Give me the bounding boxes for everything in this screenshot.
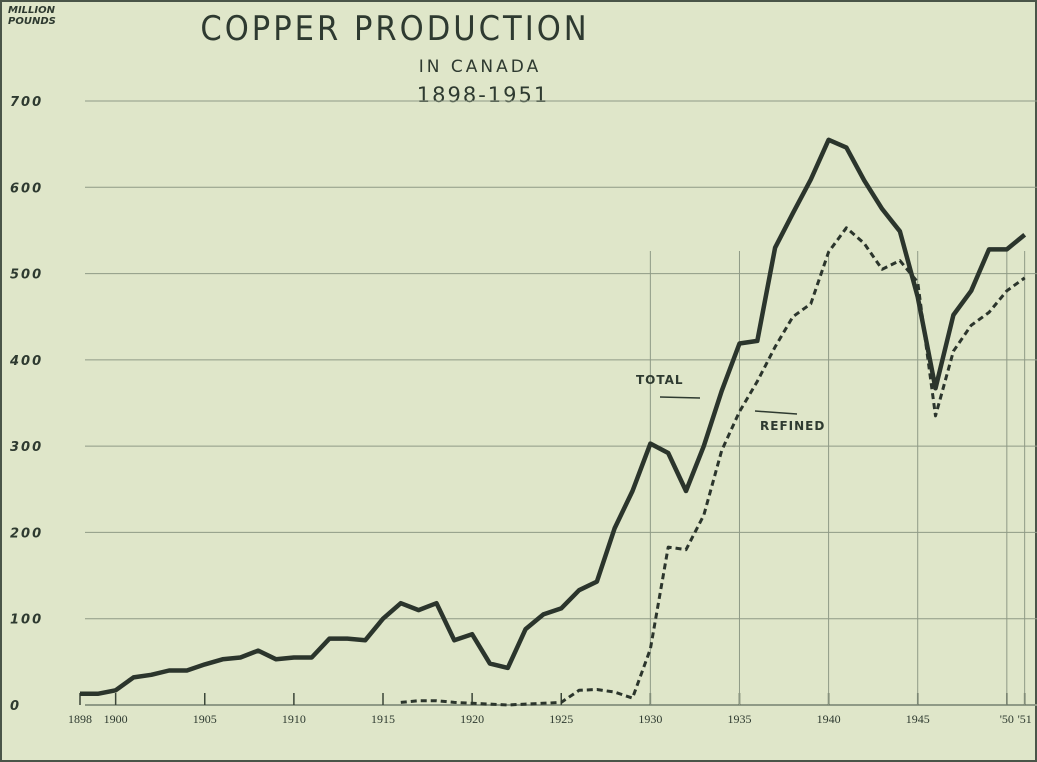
- x-tick-label: 1930: [638, 712, 662, 726]
- x-tick-label: 1940: [817, 712, 841, 726]
- x-tick-label: 1900: [104, 712, 128, 726]
- y-tick-label: 200: [10, 526, 43, 541]
- x-tick-label: 1925: [549, 712, 573, 726]
- chart-subtitle: IN CANADA: [419, 57, 541, 77]
- y-tick-label: 100: [10, 613, 43, 628]
- x-tick-label: 1905: [193, 712, 217, 726]
- annotation-arrow: [659, 396, 701, 399]
- line-series: [80, 137, 1027, 697]
- y-tick-label: 500: [10, 268, 43, 283]
- y-tick-label: 600: [10, 181, 43, 196]
- x-tick-label: 1910: [282, 712, 306, 726]
- chart-period: 1898-1951: [417, 83, 549, 107]
- x-tick-label: 1920: [460, 712, 484, 726]
- x-tick-label: 1915: [371, 712, 395, 726]
- annotation-arrow: [754, 410, 798, 415]
- x-tick-label: 1898: [68, 712, 92, 726]
- y-tick-label: 700: [10, 95, 43, 110]
- x-tick-label: '51: [1018, 712, 1032, 726]
- chart-title: COPPER PRODUCTION: [200, 9, 589, 49]
- y-tick-label: 400: [9, 354, 43, 369]
- line-series: [400, 226, 1026, 707]
- y-tick-label: 300: [10, 440, 43, 455]
- y-axis-label: MILLION POUNDS: [8, 5, 56, 27]
- series-label: TOTAL: [636, 373, 684, 387]
- x-tick-label: 1935: [727, 712, 751, 726]
- series-label: REFINED: [760, 419, 825, 433]
- x-tick-label: 1945: [906, 712, 930, 726]
- y-tick-label: 0: [10, 699, 21, 714]
- x-tick-label: '50: [1000, 712, 1014, 726]
